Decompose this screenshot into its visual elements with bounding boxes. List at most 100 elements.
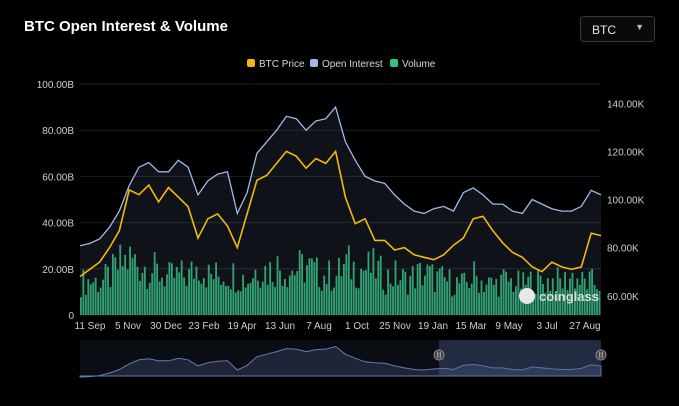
volume-bar (581, 271, 584, 315)
volume-bar (107, 266, 109, 315)
y-left-tick-label: 40.00B (42, 219, 74, 230)
volume-bar (502, 269, 505, 315)
volume-bar (546, 278, 549, 315)
volume-bar (591, 268, 594, 315)
volume-bar (441, 266, 444, 315)
legend-label[interactable]: Volume (402, 59, 436, 70)
volume-bar (365, 270, 367, 315)
volume-bar (433, 291, 436, 315)
volume-bar (369, 272, 372, 315)
volume-bar (286, 287, 289, 315)
navigator-handle[interactable] (595, 349, 607, 361)
btc-price-line (79, 149, 602, 278)
symbol-select[interactable]: BTC ▼ (580, 16, 655, 42)
volume-bar (146, 288, 149, 315)
volume-bar (443, 277, 446, 315)
navigator-series (79, 345, 602, 378)
volume-bar (315, 257, 318, 315)
volume-bar (460, 273, 463, 315)
volume-bar (126, 269, 129, 315)
volume-bar (340, 276, 343, 315)
y-axis-right: 60.00K 80.00K 100.00K 120.00K 140.00K (607, 99, 645, 303)
volume-bar (426, 264, 429, 315)
volume-bar (500, 274, 503, 315)
volume-bar (114, 257, 117, 315)
volume-bar (544, 292, 547, 315)
volume-bar (94, 277, 97, 315)
volume-bar (247, 283, 249, 315)
volume-bar (116, 269, 119, 315)
volume-bar (490, 277, 493, 315)
range-navigator[interactable] (79, 340, 607, 378)
volume-bar (311, 258, 313, 315)
x-tick-label: 5 Nov (115, 321, 141, 332)
volume-bar (102, 279, 104, 315)
volume-bar (200, 283, 203, 315)
x-tick-label: 3 Jul (536, 321, 557, 332)
y-axis-left: 0 20.00B 40.00B 60.00B 80.00B 100.00B (37, 80, 75, 322)
volume-bar (338, 257, 340, 315)
volume-bar (141, 272, 144, 315)
volume-bar (495, 278, 498, 315)
volume-bar (193, 278, 195, 315)
legend-swatch (247, 59, 255, 67)
navigator-handle[interactable] (433, 349, 445, 361)
navigator-selection[interactable] (439, 340, 601, 376)
volume-bar (271, 281, 274, 315)
volume-bar (350, 279, 353, 315)
volume-bar (411, 266, 414, 315)
volume-bar (104, 264, 107, 315)
volume-bar (325, 284, 328, 315)
volume-bar (205, 287, 208, 315)
x-tick-label: 19 Jan (418, 321, 448, 332)
volume-bar (404, 271, 407, 315)
volume-bar (279, 270, 281, 315)
legend-label[interactable]: Open Interest (322, 59, 383, 70)
volume-bar (596, 289, 598, 315)
volume-bar (166, 274, 168, 315)
volume-bar (121, 266, 124, 315)
y-right-tick-label: 80.00K (607, 244, 639, 255)
volume-bar (320, 290, 323, 315)
volume-bar (573, 288, 576, 315)
y-left-tick-label: 0 (68, 311, 74, 322)
volume-bar (428, 266, 431, 315)
volume-bar (256, 280, 259, 315)
volume-bar (593, 284, 596, 315)
volume-bar (470, 283, 473, 315)
volume-bar (483, 292, 485, 315)
volume-bar (301, 254, 304, 315)
legend-label[interactable]: BTC Price (259, 59, 305, 70)
volume-bar (480, 280, 483, 315)
volume-bar (190, 261, 193, 315)
volume-bar (158, 281, 161, 315)
volume-bar (357, 288, 360, 315)
legend-swatch (390, 59, 398, 67)
open-interest-series (79, 105, 602, 315)
volume-bar (583, 278, 586, 315)
volume-bar (377, 260, 380, 315)
volume-bar (559, 278, 562, 315)
volume-bar (185, 285, 188, 315)
coinglass-logo-icon (519, 288, 535, 304)
volume-bar (298, 250, 301, 315)
volume-bar (109, 287, 112, 315)
volume-bar (202, 277, 205, 315)
volume-bar (244, 287, 247, 315)
volume-bar (129, 246, 132, 315)
volume-bar (532, 295, 535, 315)
volume-bar (99, 287, 102, 315)
volume-bar (217, 276, 220, 315)
volume-bar (97, 291, 100, 315)
volume-bar (438, 268, 441, 315)
volume-bar (170, 263, 173, 315)
volume-bar (384, 294, 387, 315)
volume-bar (151, 273, 154, 315)
volume-bar (288, 275, 291, 315)
volume-bar (505, 271, 508, 315)
volume-bar (281, 285, 284, 315)
open-interest-area (80, 107, 601, 315)
volume-bar (84, 294, 87, 315)
y-right-tick-label: 120.00K (607, 147, 645, 158)
